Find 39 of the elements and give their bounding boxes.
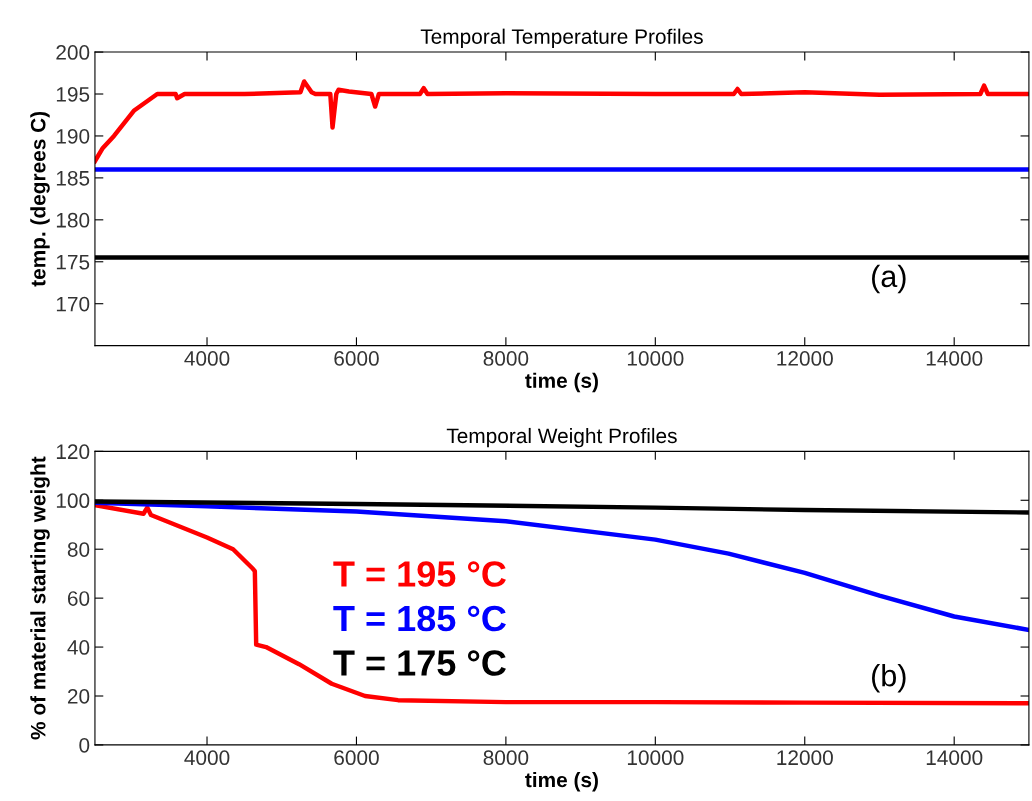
line-series [94, 79, 1029, 164]
chart-title: Temporal Temperature Profiles [420, 28, 703, 49]
x-tick-label: 8000 [483, 351, 529, 366]
x-axis-title: time (s) [525, 771, 598, 792]
text: T = 195 °C [333, 561, 506, 587]
y-tick-label: 60 [67, 591, 90, 606]
annotation: (a) [872, 264, 906, 294]
y-tick-label: 80 [67, 542, 90, 557]
x-tick-label: 4000 [184, 351, 230, 366]
x-tick-label: 6000 [334, 750, 379, 766]
annotation: (b) [872, 664, 906, 693]
y-tick-label: 100 [56, 493, 90, 509]
y-tick-label: 185 [56, 170, 90, 186]
y-tick-label: 40 [67, 640, 90, 655]
text: T = 185 °C [333, 605, 506, 632]
y-tick-label: 200 [56, 45, 90, 60]
y-axis-title: temp. (degrees C) [30, 111, 50, 287]
x-tick-label: 12000 [777, 750, 833, 766]
chart-title: Temporal Weight Profiles [446, 427, 677, 448]
x-tick-label: 6000 [334, 351, 379, 366]
y-tick-label: 190 [56, 128, 90, 144]
y-tick-label: 120 [56, 444, 90, 460]
y-tick-label: 20 [67, 689, 90, 704]
y-tick-label: 0 [79, 737, 90, 753]
y-tick-label: 170 [56, 296, 90, 312]
x-tick-label: 12000 [777, 351, 833, 366]
x-tick-label: 4000 [184, 750, 230, 766]
y-tick-label: 175 [56, 254, 90, 270]
y-axis-title: % of material starting weight [30, 456, 50, 740]
y-tick-label: 180 [56, 212, 90, 228]
y-tick-label: 195 [56, 87, 90, 102]
x-tick-label: 10000 [627, 750, 684, 766]
x-tick-label: 8000 [483, 750, 529, 766]
x-tick-label: 10000 [627, 351, 684, 366]
text: T = 175 °C [333, 650, 506, 676]
x-tick-label: 14000 [926, 351, 983, 366]
x-tick-label: 14000 [926, 750, 983, 766]
x-axis-title: time (s) [525, 372, 598, 393]
line-series [94, 502, 1029, 706]
